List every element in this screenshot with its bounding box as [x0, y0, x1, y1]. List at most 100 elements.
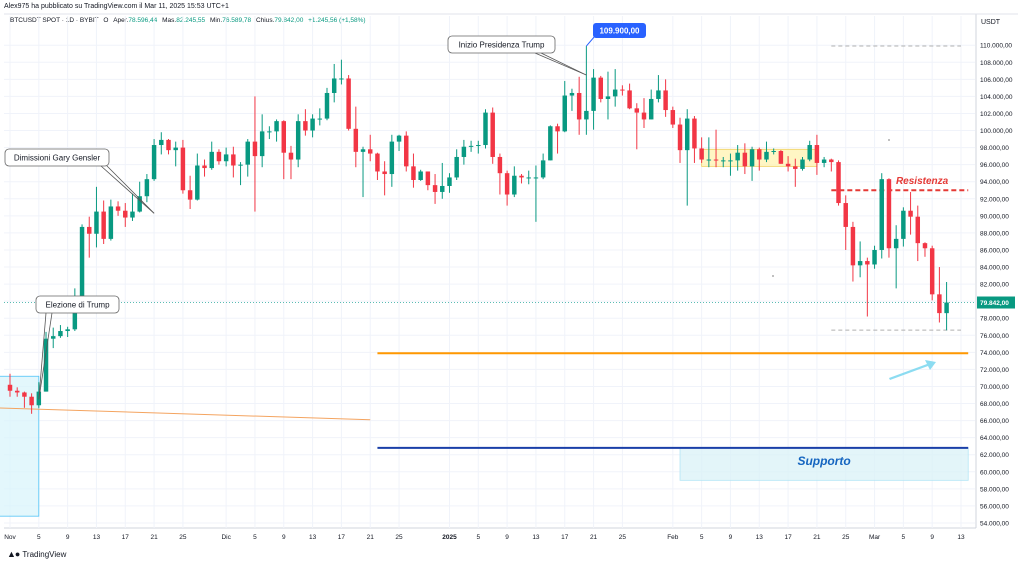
candle-body: [540, 160, 546, 178]
candle: [238, 162, 243, 186]
candle: [382, 161, 387, 196]
candle-body: [490, 112, 495, 157]
candle: [130, 193, 135, 221]
candle: [432, 174, 438, 204]
candle-body: [771, 150, 776, 152]
legend-low-value: 76.589,78: [222, 17, 252, 24]
candle: [576, 76, 582, 135]
candle-body: [757, 149, 762, 160]
candle: [908, 191, 913, 235]
candle-body: [288, 152, 294, 160]
candle: [641, 98, 647, 128]
candle: [353, 106, 359, 168]
legend-dot: O: [103, 17, 109, 24]
candle-body: [360, 149, 366, 152]
candle: [108, 199, 114, 241]
candle: [533, 165, 539, 222]
candle: [555, 123, 560, 154]
candle-body: [677, 124, 683, 151]
candle: [627, 83, 632, 110]
candle: [389, 134, 395, 187]
candle: [540, 153, 546, 180]
candle: [829, 158, 834, 172]
annotation-callout: Dimissioni Gary Gensler: [4, 148, 155, 214]
candle-body: [476, 145, 481, 147]
candle-body: [130, 211, 135, 218]
candle: [87, 216, 92, 258]
candle-body: [396, 135, 402, 142]
candle: [814, 134, 820, 175]
candle: [749, 146, 755, 181]
candle-body: [411, 166, 416, 181]
candle-body: [483, 112, 488, 146]
candle-body: [259, 131, 265, 157]
y-tick-label: 102.000,00: [980, 111, 1013, 118]
legend-close-value: 79.842,00: [274, 17, 304, 24]
x-tick-label: 25: [179, 534, 187, 541]
candle: [375, 152, 380, 181]
candle-body: [620, 89, 625, 91]
callout-label: Inizio Presidenza Trump: [459, 41, 545, 50]
candle: [728, 153, 733, 176]
candle-body: [87, 226, 92, 234]
candle-body: [65, 329, 70, 332]
candle: [288, 145, 294, 180]
candle: [865, 257, 870, 317]
candle: [173, 141, 178, 167]
candle: [735, 145, 740, 171]
y-tick-label: 74.000,00: [980, 350, 1009, 357]
x-tick-label: 21: [590, 534, 598, 541]
candle-body: [764, 151, 769, 160]
y-tick-label: 54.000,00: [980, 521, 1009, 528]
candle: [699, 137, 704, 163]
annotation-callout: Elezione di Trump: [35, 295, 120, 400]
callout-label: Elezione di Trump: [45, 301, 110, 310]
marker-dot: [888, 139, 890, 141]
candle-body: [252, 141, 258, 157]
candle: [346, 75, 351, 131]
candle: [886, 178, 892, 258]
candle: [713, 129, 719, 168]
candle-body: [699, 148, 704, 160]
candle-body: [310, 118, 315, 131]
candle-body: [43, 338, 49, 392]
candle: [144, 174, 150, 203]
candle-body: [821, 159, 827, 163]
candle-body: [605, 96, 611, 99]
candle: [267, 126, 272, 140]
candle-body: [144, 179, 150, 197]
callout-box: [447, 35, 556, 54]
candle-body: [814, 145, 820, 163]
symbol-legend: BTCUSDT SPOT · 1D · BYBIT O Aper.78.596,…: [10, 17, 366, 24]
candle: [79, 224, 85, 300]
x-tick-label: 25: [619, 534, 627, 541]
candle: [915, 205, 921, 262]
candle-body: [223, 154, 229, 162]
current-price-tag: 79.842,00: [977, 296, 1015, 309]
x-tick-label: 17: [338, 534, 346, 541]
candle: [195, 153, 200, 201]
candle-body: [461, 146, 467, 157]
candle-body: [713, 159, 719, 161]
candle: [411, 153, 416, 188]
callout-pointer: [534, 52, 587, 76]
y-tick-label: 92.000,00: [980, 196, 1009, 203]
candle-body: [245, 141, 250, 165]
candle-body: [548, 126, 553, 161]
y-tick-label: 62.000,00: [980, 452, 1009, 459]
candle-body: [850, 226, 856, 266]
candle-body: [800, 159, 805, 169]
candle: [634, 103, 640, 150]
candle-body: [295, 121, 301, 160]
candle-body: [173, 147, 178, 151]
y-tick-label: 66.000,00: [980, 418, 1009, 425]
candle: [404, 131, 409, 172]
candle-body: [915, 216, 921, 244]
y-tick-label: 70.000,00: [980, 384, 1009, 391]
candle: [663, 79, 668, 117]
candle-body: [281, 121, 287, 153]
candle: [677, 117, 683, 163]
candle: [670, 106, 676, 128]
candle: [483, 109, 488, 149]
